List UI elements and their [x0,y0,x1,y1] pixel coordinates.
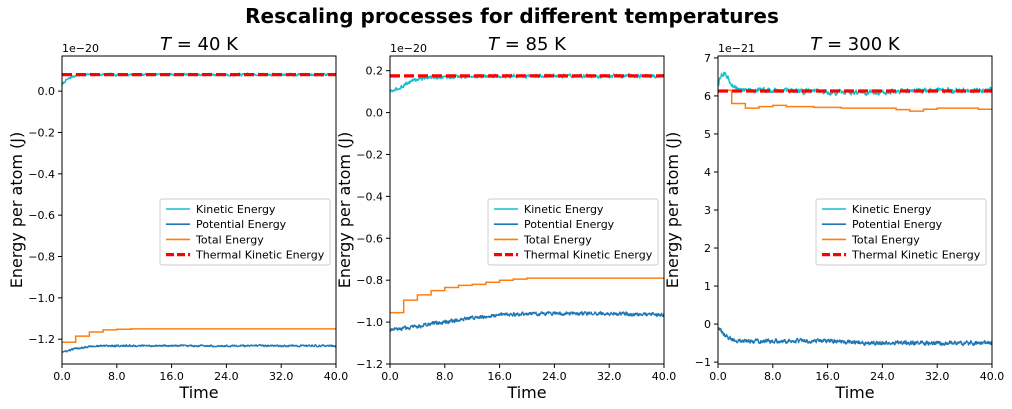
x-tick-label: 16.0 [159,370,184,383]
y-tick-label: −0.4 [28,168,55,181]
y-offset-label: 1e−20 [62,42,99,55]
y-tick-label: 7 [704,52,711,65]
y-tick-label: 3 [704,204,711,217]
legend-label-total: Total Energy [195,233,264,246]
x-tick-label: 24.0 [542,370,567,383]
x-tick-label: 0.0 [381,370,399,383]
x-tick-label: 32.0 [597,370,622,383]
y-tick-label: 4 [704,166,711,179]
y-tick-label: −0.6 [28,209,55,222]
x-tick-label: 32.0 [925,370,950,383]
y-tick-label: 0.0 [38,85,56,98]
x-tick-label: 24.0 [214,370,239,383]
y-tick-label: 0.0 [366,107,384,120]
y-tick-label: −1.0 [356,316,383,329]
legend-label-kinetic: Kinetic Energy [196,203,276,216]
x-tick-label: 0.0 [53,370,71,383]
y-offset-label: 1e−20 [390,42,427,55]
legend-label-kinetic: Kinetic Energy [524,203,604,216]
y-tick-label: 5 [704,128,711,141]
series-total [390,277,664,314]
series-group [390,72,664,332]
y-offset-label: 1e−21 [718,42,755,55]
series-total [718,89,992,112]
x-tick-label: 0.0 [709,370,727,383]
y-tick-label: 0.2 [366,65,384,78]
y-tick-label: −0.6 [356,232,383,245]
panel-title: T = 300 K [810,34,901,55]
panel-title: T = 40 K [160,34,239,55]
series-potential [62,343,336,353]
panel-1: T = 40 K 0.0 8.0 16.0 24.0 32.0 40.0 −1.2 −1.0 −0… [7,34,348,402]
y-tick-label: 2 [704,242,711,255]
x-tick-label: 16.0 [487,370,512,383]
y-tick-label: −0.4 [356,190,383,203]
panel-title-text: = 40 K [171,34,239,55]
x-tick-label: 16.0 [815,370,840,383]
x-tick-label: 40.0 [980,370,1005,383]
x-tick-label: 32.0 [269,370,294,383]
y-tick-label: −1 [695,356,711,369]
legend-frame [815,198,987,266]
series-group [718,71,992,347]
y-tick-label: −1.2 [356,358,383,371]
panel-2: T = 85 K 0.0 8.0 16.0 24.0 32.0 40.0 −1.2 −1.0 −0… [335,34,676,402]
x-tick-label: 40.0 [324,370,349,383]
legend-label-thermal: Thermal Kinetic Energy [523,249,653,262]
x-axis-label: Time [834,383,874,402]
y-axis-label: Energy per atom (J) [663,132,682,289]
x-axis-label: Time [506,383,546,402]
legend: Kinetic Energy Potential Energy Total Ener… [815,198,987,266]
y-tick-label: −0.2 [356,148,383,161]
y-tick-label: 1 [704,280,711,293]
legend-label-potential: Potential Energy [524,218,615,231]
legend: Kinetic Energy Potential Energy Total Ener… [487,198,659,266]
x-tick-label: 8.0 [436,370,454,383]
panel-title-variable: T [810,34,823,55]
y-axis-label: Energy per atom (J) [335,132,354,289]
figure-title: Rescaling processes for different temper… [245,4,779,28]
panel-3: T = 300 K 0.0 8.0 16.0 24.0 32.0 40.0 −1 0 1 2 3 4 5 6… [663,34,1004,402]
y-tick-label: −0.8 [28,251,55,264]
y-axis-label: Energy per atom (J) [7,132,26,289]
series-potential [390,310,664,332]
y-tick-label: −0.2 [28,126,55,139]
x-tick-label: 40.0 [652,370,677,383]
series-total [62,328,336,344]
panel-title-text: = 300 K [821,34,901,55]
panel-title-variable: T [160,34,173,55]
legend-label-total: Total Energy [851,233,920,246]
y-tick-label: −0.8 [356,274,383,287]
y-tick-label: −1.2 [28,333,55,346]
y-tick-label: −1.0 [28,292,55,305]
x-tick-label: 8.0 [108,370,126,383]
series-group [62,72,336,353]
x-tick-label: 24.0 [870,370,895,383]
axes-frame [61,55,337,365]
legend-label-potential: Potential Energy [852,218,943,231]
y-tick-label: 6 [704,90,711,103]
legend-label-thermal: Thermal Kinetic Energy [851,249,981,262]
series-potential [718,327,992,347]
x-axis-label: Time [178,383,218,402]
legend: Kinetic Energy Potential Energy Total Ener… [159,198,331,266]
legend-label-kinetic: Kinetic Energy [852,203,932,216]
legend-label-potential: Potential Energy [196,218,287,231]
legend-label-thermal: Thermal Kinetic Energy [195,249,325,262]
legend-label-total: Total Energy [523,233,592,246]
y-tick-label: 0 [704,318,711,331]
x-tick-label: 8.0 [764,370,782,383]
panel-title-text: = 85 K [499,34,567,55]
legend-frame [487,198,659,266]
panel-title-variable: T [488,34,501,55]
axes-frame [389,55,665,365]
panel-title: T = 85 K [488,34,567,55]
legend-frame [159,198,331,266]
